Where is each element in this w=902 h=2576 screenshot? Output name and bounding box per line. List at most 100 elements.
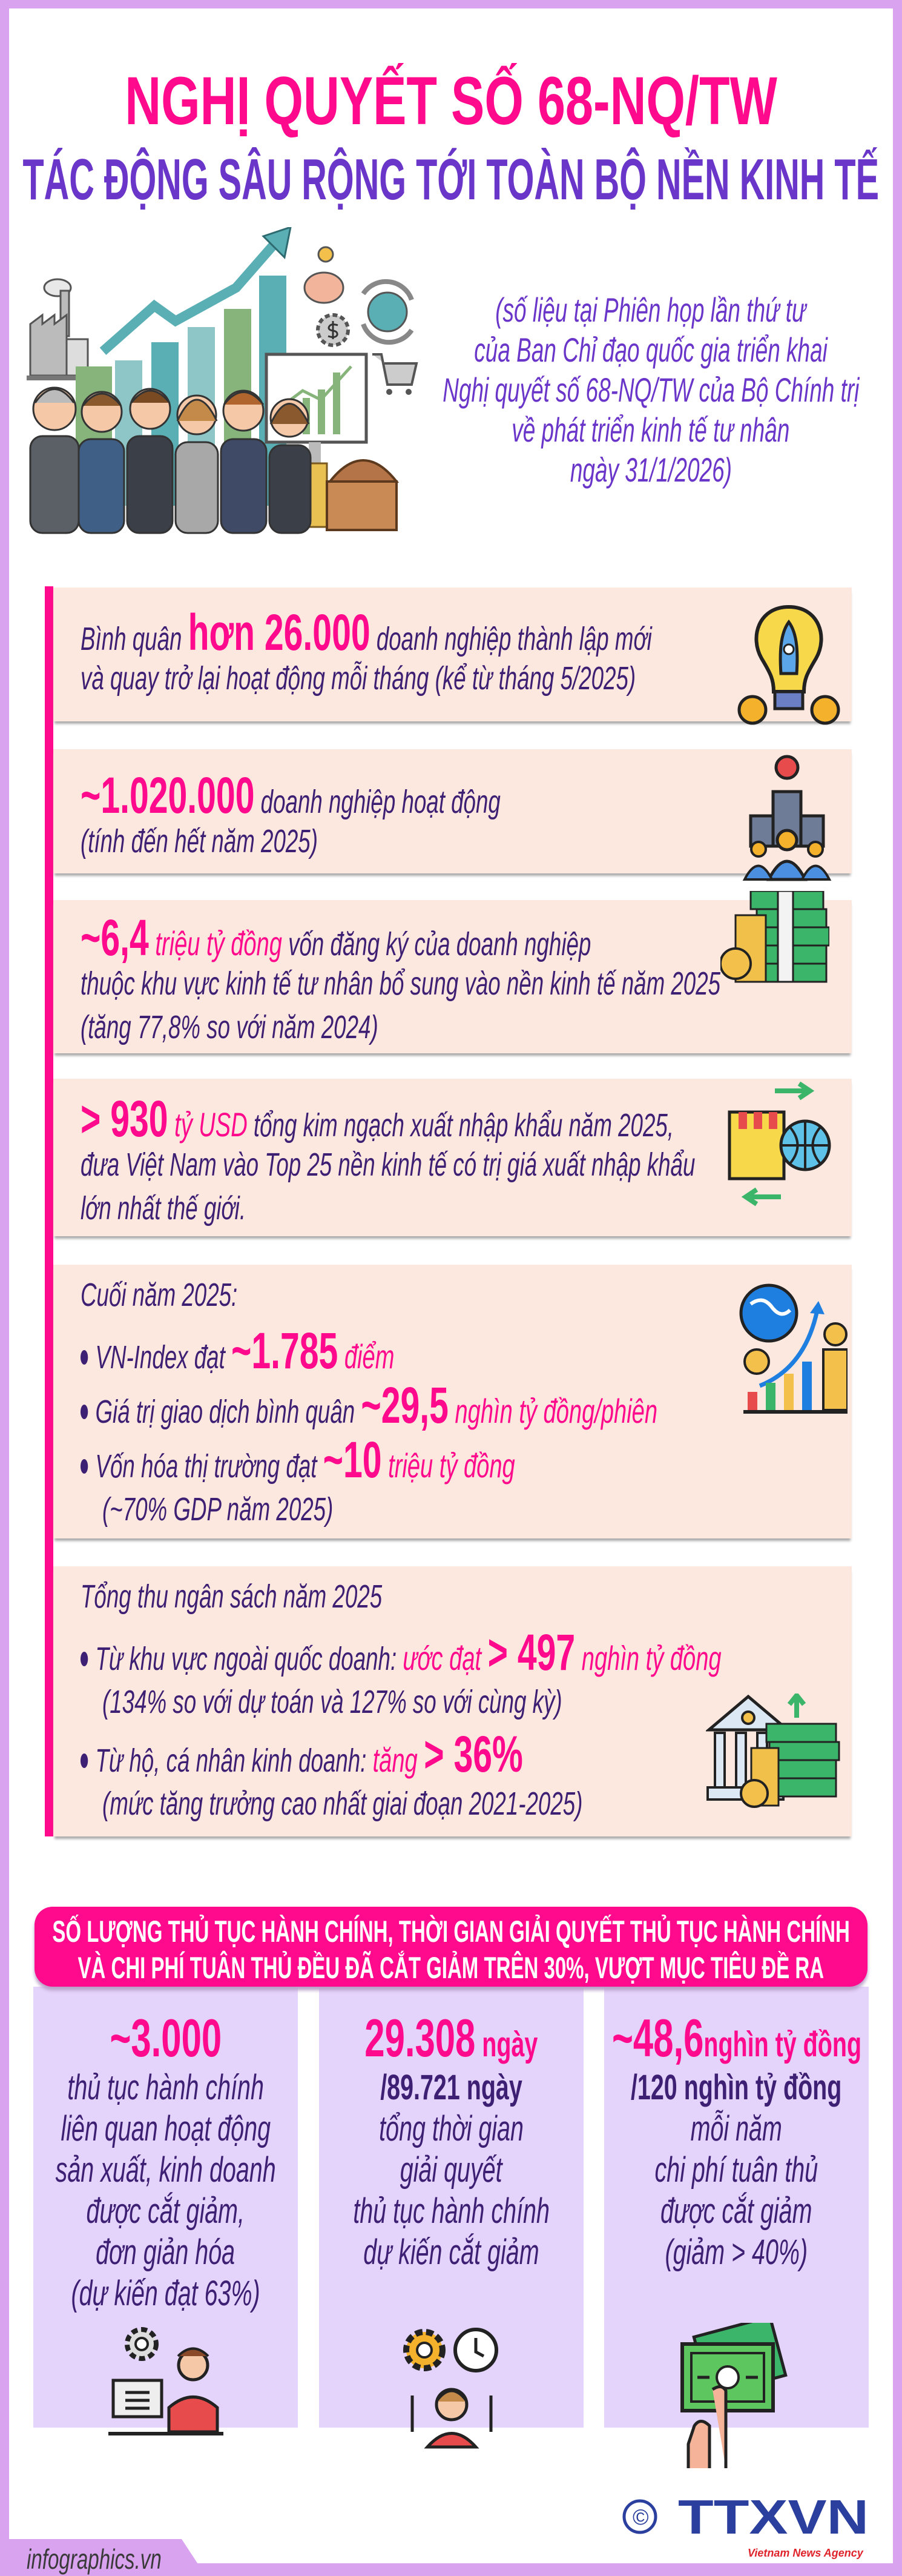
text-line: mỗi năm <box>691 2109 782 2149</box>
highlight-number: hơn 26.000 <box>188 604 370 661</box>
text-line: /120 nghìn tỷ đồng <box>631 2068 841 2108</box>
column-total: /120 nghìn tỷ đồng <box>604 2068 869 2109</box>
bullet-subtext: (134% so với dự toán và 127% so với cùng… <box>81 1683 902 1730</box>
column-text: được cắt giảm <box>660 2191 812 2231</box>
globe-growth-chart-icon <box>739 1277 849 1419</box>
title-line: NGHỊ QUYẾT SỐ 68-NQ/TW <box>0 64 902 139</box>
card-line: lớn nhất thế giới. <box>81 1189 902 1233</box>
money-stack-coins-icon <box>719 890 831 991</box>
column-text: thủ tục hành chính <box>353 2191 550 2231</box>
text-line: tổng thời gian <box>379 2109 524 2149</box>
text-run: Bình quân <box>81 621 188 657</box>
text-line: Vốn hóa thị trường đạt ~10 triệu tỷ đồng <box>81 1434 515 1486</box>
text-line: được cắt giảm <box>660 2191 812 2231</box>
ttxvn-logo: © TTXVN Vietnam News Agency <box>622 2490 869 2559</box>
text-line: > 930 tỷ USD tổng kim ngạch xuất nhập kh… <box>81 1093 674 1145</box>
column-line: sản xuất, kinh doanh <box>33 2150 298 2191</box>
column-line: đơn giản hóa <box>33 2233 298 2274</box>
column-total-text: /89.721 ngày <box>380 2068 522 2107</box>
gear-clock-person-icon <box>400 2323 503 2453</box>
banner-line: VÀ CHI PHÍ TUÂN THỦ ĐỀU ĐÃ CẮT GIẢM TRÊN… <box>35 1950 867 1987</box>
business-people-group <box>29 386 312 534</box>
text-line: Từ khu vực ngoài quốc doanh: ước đạt > 4… <box>81 1627 722 1678</box>
banner-text: VÀ CHI PHÍ TUÂN THỦ ĐỀU ĐÃ CẮT GIẢM TRÊN… <box>77 1951 825 1985</box>
column-text: tổng thời gian <box>379 2109 524 2148</box>
highlight-unit: ước đạt <box>403 1639 488 1677</box>
highlight-unit: nghìn tỷ đồng <box>703 2025 861 2064</box>
column-total-text: /120 nghìn tỷ đồng <box>631 2068 842 2107</box>
text-line: VN-Index đạt ~1.785 điểm <box>81 1322 395 1379</box>
card-lines: Tổng thu ngân sách năm 2025 Từ khu vực ng… <box>81 1577 902 1832</box>
text-line: /89.721 ngày <box>380 2068 522 2108</box>
highlight-unit: tăng <box>372 1741 424 1779</box>
highlight-unit: điểm <box>338 1337 395 1376</box>
treasure-chest-icon <box>301 459 400 531</box>
logo-text: TTXVN <box>678 2490 869 2544</box>
source-note: (số liệu tại Phiên họp lần thứ tư của Ban… <box>427 291 875 491</box>
text-line: (134% so với dự toán và 127% so với cùng… <box>102 1683 562 1721</box>
stock-market-card: Cuối năm 2025: VN-Index đạt ~1.785 điểm Gi… <box>53 1265 852 1538</box>
column-line: liên quan hoạt động <box>33 2109 298 2150</box>
text-line: (dự kiến đạt 63%) <box>71 2274 260 2314</box>
text-run: tổng kim ngạch xuất nhập khẩu năm 2025, <box>247 1107 674 1144</box>
bullet-dot <box>81 1405 88 1419</box>
highlight-number: ~1.785 <box>231 1322 338 1379</box>
column-line: thủ tục hành chính <box>319 2191 584 2233</box>
column-line: dự kiến cắt giảm <box>319 2233 584 2274</box>
text-line: 29.308 ngày <box>364 2011 538 2065</box>
card-line: và quay trở lại hoạt động mỗi tháng (kể … <box>81 659 902 703</box>
stat-column: 29.308 ngày/89.721 ngày tổng thời gian giả… <box>319 1987 584 2449</box>
card-line: ~1.020.000 doanh nghiệp hoạt động <box>81 770 698 822</box>
text-line: (tăng 77,8% so với năm 2024) <box>81 1008 378 1047</box>
bullet-subtext-text: (~70% GDP năm 2025) <box>102 1491 334 1528</box>
text-line: ~1.020.000 doanh nghiệp hoạt động <box>81 770 501 821</box>
text-run: Từ hộ, cá nhân kinh doanh: <box>95 1743 373 1779</box>
highlight-unit: ngày <box>475 2025 538 2064</box>
stat-card: ~1.020.000 doanh nghiệp hoạt động (tính đ… <box>53 749 852 881</box>
text-line: thủ tục hành chính <box>353 2191 550 2231</box>
highlight-unit: triệu tỷ đồng <box>381 1446 515 1485</box>
text-line: (mức tăng trưởng cao nhất giai đoạn 2021… <box>102 1784 582 1823</box>
text-line: ~3.000 <box>110 2011 222 2065</box>
bank-money-growth-icon <box>705 1691 842 1815</box>
bullet-item: VN-Index đạt ~1.785 điểm <box>81 1322 902 1381</box>
column-lines: 29.308 ngày/89.721 ngày tổng thời gian giả… <box>319 2011 584 2274</box>
text-line: ~6,4 triệu tỷ đồng vốn đăng ký của doanh… <box>81 909 591 966</box>
text-line: lớn nhất thế giới. <box>81 1189 246 1228</box>
column-text: mỗi năm <box>690 2109 783 2148</box>
note-text: (số liệu tại Phiên họp lần thứ tư <box>495 291 806 329</box>
text-line: chi phí tuân thủ <box>655 2150 818 2190</box>
highlight-number: > 36% <box>424 1726 523 1783</box>
text-run: và quay trở lại hoạt động mỗi tháng (kể … <box>81 660 636 697</box>
text-run: doanh nghiệp hoạt động <box>254 784 501 820</box>
bullet-subtext-text: (134% so với dự toán và 127% so với cùng… <box>102 1684 562 1720</box>
bullet-subtext-text: (mức tăng trưởng cao nhất giai đoạn 2021… <box>102 1786 583 1822</box>
frame-right <box>893 0 902 2576</box>
frame-bottom <box>0 2563 902 2576</box>
column-line: (dự kiến đạt 63%) <box>33 2274 298 2315</box>
banner-text: SỐ LƯỢNG THỦ TỤC HÀNH CHÍNH, THỜI GIAN G… <box>52 1915 850 1949</box>
gear-dollar-icon <box>316 313 350 347</box>
frame-top <box>0 0 902 8</box>
column-text: được cắt giảm, <box>86 2191 245 2231</box>
text-line: (~70% GDP năm 2025) <box>102 1490 333 1529</box>
hand-money-icon <box>676 2314 797 2471</box>
column-line: (giảm > 40%) <box>604 2233 869 2274</box>
card-lines: Bình quân hơn 26.000 doanh nghiệp thành … <box>81 604 902 703</box>
globe-exchange-icon <box>361 279 414 345</box>
text-run: đưa Việt Nam vào Top 25 nền kinh tế có t… <box>81 1147 696 1183</box>
note-line: của Ban Chỉ đạo quốc gia triển khai <box>427 331 875 371</box>
note-text: về phát triển kinh tế tư nhân <box>512 411 790 449</box>
note-line: Nghị quyết số 68-NQ/TW của Bộ Chính trị <box>427 371 875 411</box>
subtitle-line: TÁC ĐỘNG SÂU RỘNG TỚI TOÀN BỘ NỀN KINH T… <box>0 147 902 213</box>
column-line: được cắt giảm, <box>33 2191 298 2233</box>
stat-column: ~3.000 thủ tục hành chính liên quan hoạt đ… <box>33 1987 298 2435</box>
card-heading: Cuối năm 2025: <box>81 1276 902 1326</box>
bullet-subtext: (mức tăng trưởng cao nhất giai đoạn 2021… <box>81 1784 902 1832</box>
card-lines: ~6,4 triệu tỷ đồng vốn đăng ký của doanh… <box>81 909 902 1051</box>
column-text: dự kiến cắt giảm <box>363 2233 539 2272</box>
highlight-number: ~6,4 <box>81 909 149 966</box>
text-run: VN-Index đạt <box>95 1339 231 1376</box>
text-run: lớn nhất thế giới. <box>81 1190 246 1227</box>
text-run: (tăng 77,8% so với năm 2024) <box>81 1009 378 1045</box>
